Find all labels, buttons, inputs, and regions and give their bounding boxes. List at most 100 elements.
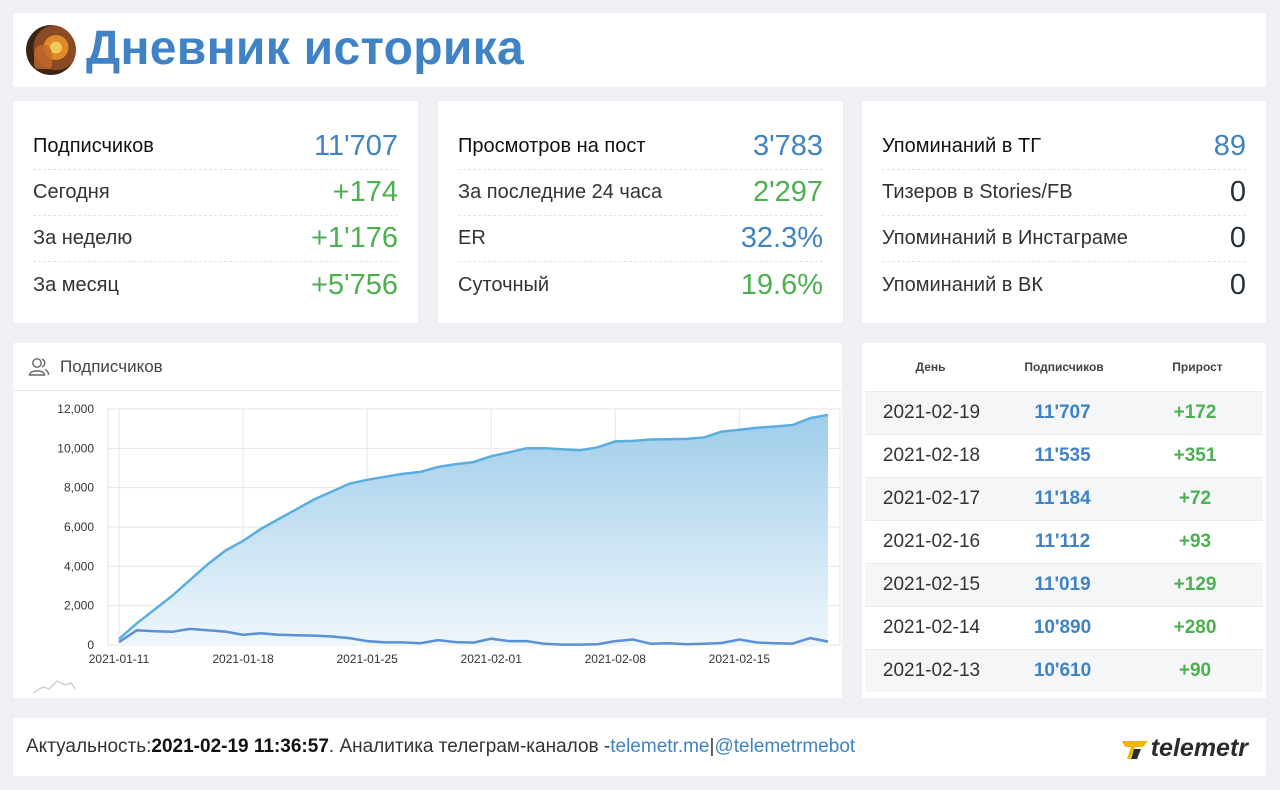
stat-value: 0 [1229, 176, 1246, 208]
chart-title: Подписчиков [60, 356, 163, 376]
row-date: 2021-02-16 [882, 531, 981, 552]
header-growth: Прирост [1172, 360, 1223, 374]
y-tick-label: 6,000 [64, 520, 94, 534]
page-title: Дневник историка [86, 22, 524, 75]
row-date: 2021-02-14 [882, 617, 981, 638]
row-date: 2021-02-17 [882, 488, 981, 509]
y-tick-label: 12,000 [57, 402, 94, 416]
stat-value: +5'756 [311, 268, 398, 301]
table-row: 2021-02-13 10'610 +90 [865, 649, 1263, 692]
row-subscribers: 10'610 [1033, 660, 1092, 681]
footer-middle: . Аналитика телеграм-каналов - [328, 736, 611, 757]
users-icon [28, 357, 50, 376]
table-body: 2021-02-19 11'707 +172 2021-02-18 11'535 +351… [862, 391, 1266, 692]
table-row: 2021-02-15 11'019 +129 [865, 563, 1263, 606]
daily-table-card: День Подписчиков Прирост 2021-02-19 11'70… [862, 343, 1266, 698]
x-tick-label: 2021-01-25 [336, 652, 398, 666]
y-tick-label: 0 [87, 638, 94, 652]
stat-value: +1'176 [311, 222, 398, 254]
row-growth: +90 [1178, 660, 1212, 681]
chart-header: Подписчиков [13, 343, 842, 391]
table-header: День Подписчиков Прирост [862, 343, 1266, 391]
stat-row: Подписчиков 11'707 [33, 124, 398, 170]
stat-label: Упоминаний в ТГ [882, 135, 1042, 157]
row-subscribers: 11'707 [1034, 402, 1091, 423]
x-tick-label: 2021-01-18 [212, 652, 274, 666]
table-row: 2021-02-19 11'707 +172 [865, 391, 1263, 434]
x-tick-label: 2021-02-15 [709, 652, 771, 666]
stat-label: За последние 24 часа [458, 181, 663, 203]
stat-value: 0 [1229, 222, 1246, 254]
subscribers-chart-card: Подписчиков 0 2,000 4,000 6,000 8,000 10,000 1… [13, 343, 842, 698]
x-tick-label: 2021-02-01 [461, 652, 523, 666]
x-tick-label: 2021-01-11 [89, 652, 150, 666]
channel-avatar[interactable] [26, 25, 76, 75]
stat-row: Просмотров на пост 3'783 [458, 124, 823, 170]
stat-row: ER 32.3% [458, 216, 823, 262]
growth-line [118, 627, 829, 646]
stat-row: За последние 24 часа 2'297 [458, 170, 823, 216]
table-row: 2021-02-18 11'535 +351 [865, 434, 1263, 477]
footer-timestamp: 2021-02-19 11:36:57 [151, 736, 329, 757]
stat-label: Упоминаний в ВК [882, 273, 1043, 296]
telemetr-logo[interactable]: telemetr [1121, 734, 1248, 763]
row-subscribers: 11'535 [1034, 445, 1091, 466]
subscribers-line [118, 413, 829, 641]
row-subscribers: 11'184 [1034, 488, 1091, 509]
stat-row: Упоминаний в Инстаграме 0 [882, 216, 1246, 262]
stat-value: 89 [1213, 130, 1246, 162]
stat-row: Упоминаний в ТГ 89 [882, 124, 1246, 170]
row-subscribers: 11'019 [1034, 574, 1091, 595]
row-date: 2021-02-15 [882, 574, 981, 595]
subscribers-stats-card: Подписчиков 11'707 Сегодня +174 За неделю +… [13, 101, 418, 323]
row-growth: +280 [1173, 617, 1217, 638]
header-day: День [915, 360, 946, 374]
mentions-stats-card: Упоминаний в ТГ 89 Тизеров в Stories/FB 0 … [862, 101, 1266, 323]
stat-value: 3'783 [752, 130, 823, 162]
table-row: 2021-02-14 10'890 +280 [865, 606, 1263, 649]
footer: Актуальность: 2021-02-19 11:36:57 . Анал… [13, 718, 1266, 776]
subscribers-area [119, 414, 828, 645]
stat-row: Упоминаний в ВК 0 [882, 262, 1246, 308]
stat-label: Суточный [458, 273, 550, 296]
stat-label: Сегодня [33, 181, 110, 203]
stat-label: За месяц [33, 273, 119, 296]
stat-value: 19.6% [740, 268, 823, 301]
stat-label: За неделю [33, 227, 133, 249]
stat-value: 2'297 [752, 176, 823, 208]
stat-value: 11'707 [313, 130, 398, 162]
row-growth: +72 [1178, 488, 1212, 509]
row-subscribers: 10'890 [1033, 617, 1092, 638]
stat-label: Тизеров в Stories/FB [882, 181, 1073, 203]
telemetr-logo-icon [1121, 740, 1148, 759]
stat-label: Подписчиков [33, 135, 154, 157]
row-growth: +93 [1178, 531, 1212, 552]
stat-row: Сегодня +174 [33, 170, 398, 216]
row-growth: +129 [1173, 574, 1217, 595]
stat-row: За месяц +5'756 [33, 262, 398, 308]
views-stats-card: Просмотров на пост 3'783 За последние 24 … [438, 101, 843, 323]
table-row: 2021-02-17 11'184 +72 [865, 477, 1263, 520]
y-tick-label: 8,000 [64, 481, 94, 495]
row-date: 2021-02-19 [882, 402, 981, 423]
footer-separator: | [709, 736, 715, 757]
y-tick-label: 10,000 [57, 441, 94, 455]
row-date: 2021-02-13 [882, 660, 981, 681]
telemetr-bot-link[interactable]: @telemetrmebot [714, 736, 856, 757]
stat-row: Суточный 19.6% [458, 262, 823, 308]
y-tick-label: 4,000 [64, 559, 94, 573]
y-tick-label: 2,000 [64, 599, 94, 613]
x-tick-label: 2021-02-08 [585, 652, 647, 666]
telemetr-link[interactable]: telemetr.me [610, 736, 710, 757]
navigator-sparkline [32, 680, 76, 694]
stat-row: Тизеров в Stories/FB 0 [882, 170, 1246, 216]
header-card: Дневник историка [13, 13, 1266, 87]
stat-value: +174 [332, 176, 398, 208]
row-subscribers: 11'112 [1034, 531, 1091, 552]
stat-value: 0 [1229, 268, 1246, 301]
table-row: 2021-02-16 11'112 +93 [865, 520, 1263, 563]
row-growth: +351 [1173, 445, 1217, 466]
header-subscribers: Подписчиков [1024, 360, 1104, 374]
subscribers-chart[interactable]: 0 2,000 4,000 6,000 8,000 10,000 12,000 2021-01… [13, 391, 842, 698]
telemetr-logo-text: telemetr [1150, 734, 1248, 762]
